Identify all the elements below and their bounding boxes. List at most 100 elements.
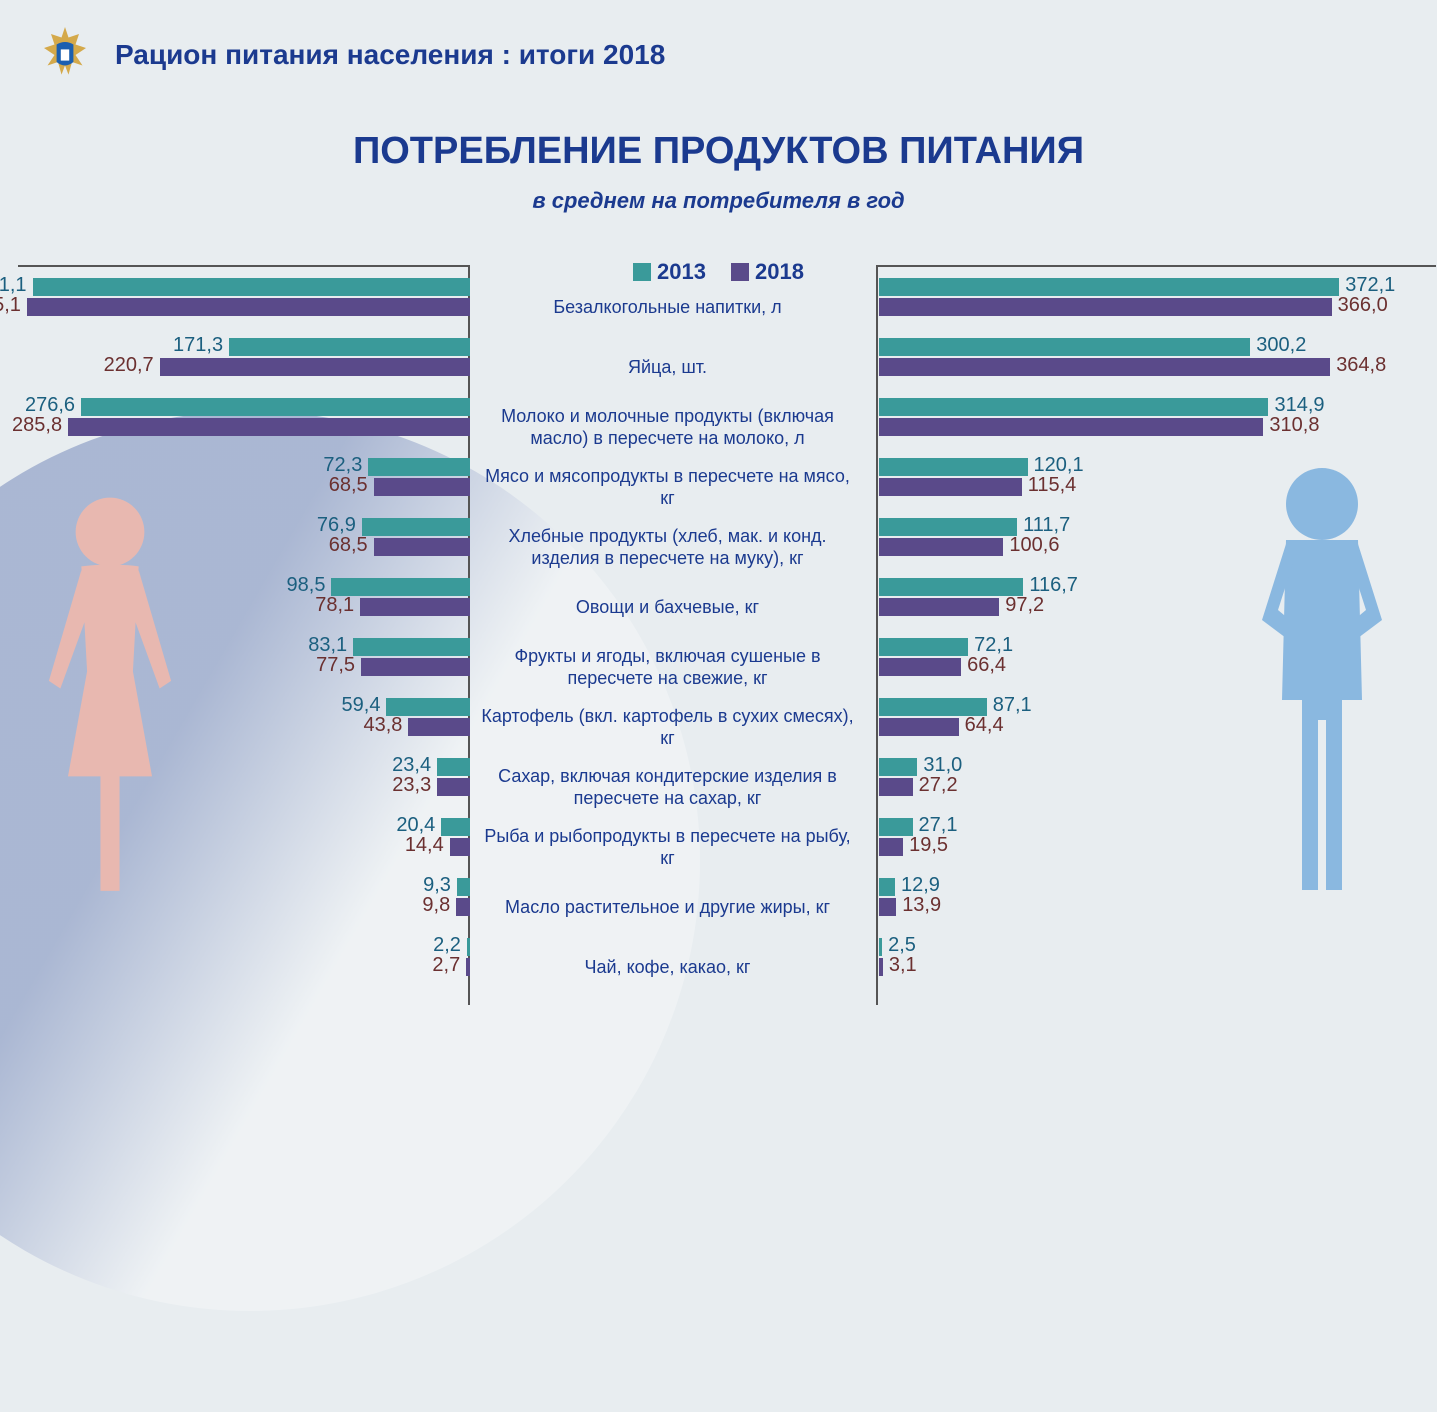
bar-2013-left [33,278,470,296]
bar-2013-right [879,818,913,836]
left-row: 311,1315,1 [20,272,470,332]
val-2018-left: 43,8 [363,714,402,737]
crest-icon [30,20,100,90]
right-row: 72,166,4 [879,632,1349,692]
val-2018-right: 366,0 [1338,294,1388,317]
val-2018-right: 115,4 [1028,474,1077,497]
right-row: 31,027,2 [879,752,1349,812]
right-vert-axis [876,265,878,1005]
main-title: ПОТРЕБЛЕНИЕ ПРОДУКТОВ ПИТАНИЯ [0,130,1437,173]
left-row: 9,39,8 [20,872,470,932]
left-row: 171,3 220,7 [20,332,470,392]
val-2018-left: 315,1 [0,294,21,317]
val-2018-left: 285,8 [12,414,62,437]
right-row: 116,797,2 [879,572,1349,632]
category-label: Безалкогольные напитки, л [470,284,865,332]
val-2018-left: 2,7 [432,954,460,977]
val-2018-left: 220,7 [104,354,154,377]
right-row: 2,53,1 [879,932,1349,992]
bar-2018-left [456,898,470,916]
bar-2018-right [879,418,1263,436]
bar-2018-left [374,478,470,496]
category-label: Молоко и молочные продукты (включая масл… [470,404,865,452]
val-2018-right: 13,9 [902,894,941,917]
category-label: Сахар, включая кондитерские изделия в пе… [470,764,865,812]
bar-2018-left [408,718,470,736]
right-row: 314,9310,8 [879,392,1349,452]
bar-2018-right [879,598,999,616]
right-row: 372,1366,0 [879,272,1349,332]
val-2018-left: 9,8 [422,894,450,917]
bar-2013-left [81,398,470,416]
category-label: Фрукты и ягоды, включая сушеные в пересч… [470,644,865,692]
bar-2018-left [160,358,470,376]
right-row: 87,164,4 [879,692,1349,752]
val-2018-right: 27,2 [919,774,958,797]
val-2018-left: 68,5 [329,474,368,497]
bar-2018-left [27,298,470,316]
bar-2018-left [437,778,470,796]
val-2018-right: 100,6 [1009,534,1059,557]
right-row: 27,119,5 [879,812,1349,872]
right-row: 300,2364,8 [879,332,1349,392]
bar-2018-right [879,478,1022,496]
right-row: 111,7100,6 [879,512,1349,572]
val-2018-left: 14,4 [405,834,444,857]
header-title: Рацион питания населения : итоги 2018 [115,39,665,71]
header: Рацион питания населения : итоги 2018 [0,0,1437,110]
bar-2018-right [879,538,1003,556]
bar-2013-right [879,878,895,896]
val-2018-right: 64,4 [965,714,1004,737]
bar-2013-right [879,638,968,656]
bar-2018-right [879,718,959,736]
category-label: Мясо и мясопродукты в пересчете на мясо,… [470,464,865,512]
left-row: 98,578,1 [20,572,470,632]
bar-2018-right [879,898,896,916]
val-2018-right: 310,8 [1269,414,1319,437]
val-2018-right: 19,5 [909,834,948,857]
bar-2018-left [360,598,470,616]
val-2013-left: 171,3 [173,334,223,357]
subtitle: в среднем на потребителя в год [0,188,1437,214]
bar-2013-left [441,818,470,836]
left-row: 72,368,5 [20,452,470,512]
bar-2018-right [879,838,903,856]
bar-2018-left [361,658,470,676]
bar-2018-right [879,778,913,796]
left-row: 2,22,7 [20,932,470,992]
bar-2018-right [879,658,961,676]
category-label: Хлебные продукты (хлеб, мак. и конд. изд… [470,524,865,572]
val-2013-right: 300,2 [1256,334,1306,357]
left-row: 59,443,8 [20,692,470,752]
val-2018-right: 97,2 [1005,594,1044,617]
val-2018-left: 78,1 [315,594,354,617]
bar-2013-right [879,518,1017,536]
val-2018-left: 23,3 [392,774,431,797]
category-label: Яйца, шт. [470,344,865,392]
bar-2013-left [437,758,470,776]
bar-2018-left [374,538,470,556]
category-label: Овощи и бахчевые, кг [470,584,865,632]
left-row: 23,423,3 [20,752,470,812]
right-row: 12,913,9 [879,872,1349,932]
bar-2013-right [879,278,1339,296]
left-row: 83,177,5 [20,632,470,692]
category-label: Масло растительное и другие жиры, кг [470,884,865,932]
bar-2013-right [879,938,882,956]
val-2018-right: 66,4 [967,654,1006,677]
val-2018-left: 68,5 [329,534,368,557]
left-row: 276,6285,8 [20,392,470,452]
bar-2018-left [450,838,470,856]
val-2018-right: 3,1 [889,954,917,977]
right-row: 120,1115,4 [879,452,1349,512]
chart-container: 311,1315,1171,3 220,7 276,6285,872,368,576… [0,260,1437,1000]
left-row: 76,968,5 [20,512,470,572]
right-top-axis [876,265,1436,267]
bar-2018-right [879,298,1332,316]
val-2018-right: 364,8 [1336,354,1386,377]
left-top-axis [18,265,470,267]
bar-2013-right [879,578,1023,596]
bar-2013-left [457,878,470,896]
bar-2013-right [879,338,1250,356]
bar-2013-left [229,338,470,356]
